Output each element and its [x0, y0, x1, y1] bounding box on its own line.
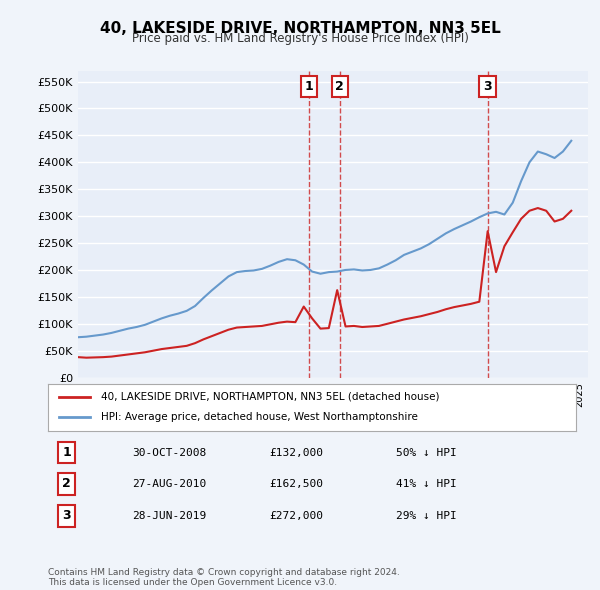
- Text: 50% ↓ HPI: 50% ↓ HPI: [397, 448, 457, 457]
- Text: 30-OCT-2008: 30-OCT-2008: [133, 448, 207, 457]
- Text: 3: 3: [483, 80, 492, 93]
- Text: 40, LAKESIDE DRIVE, NORTHAMPTON, NN3 5EL (detached house): 40, LAKESIDE DRIVE, NORTHAMPTON, NN3 5EL…: [101, 392, 439, 402]
- Text: 1: 1: [305, 80, 314, 93]
- Text: £132,000: £132,000: [270, 448, 324, 457]
- Text: 41% ↓ HPI: 41% ↓ HPI: [397, 478, 457, 489]
- Text: Contains HM Land Registry data © Crown copyright and database right 2024.
This d: Contains HM Land Registry data © Crown c…: [48, 568, 400, 587]
- Text: 28-JUN-2019: 28-JUN-2019: [133, 511, 207, 521]
- Text: £272,000: £272,000: [270, 511, 324, 521]
- Text: 27-AUG-2010: 27-AUG-2010: [133, 478, 207, 489]
- Text: 1: 1: [62, 446, 71, 459]
- Text: HPI: Average price, detached house, West Northamptonshire: HPI: Average price, detached house, West…: [101, 412, 418, 422]
- Text: 29% ↓ HPI: 29% ↓ HPI: [397, 511, 457, 521]
- Text: 2: 2: [335, 80, 344, 93]
- Text: Price paid vs. HM Land Registry's House Price Index (HPI): Price paid vs. HM Land Registry's House …: [131, 32, 469, 45]
- Text: 3: 3: [62, 509, 71, 522]
- Text: 2: 2: [62, 477, 71, 490]
- Text: 40, LAKESIDE DRIVE, NORTHAMPTON, NN3 5EL: 40, LAKESIDE DRIVE, NORTHAMPTON, NN3 5EL: [100, 21, 500, 35]
- Text: £162,500: £162,500: [270, 478, 324, 489]
